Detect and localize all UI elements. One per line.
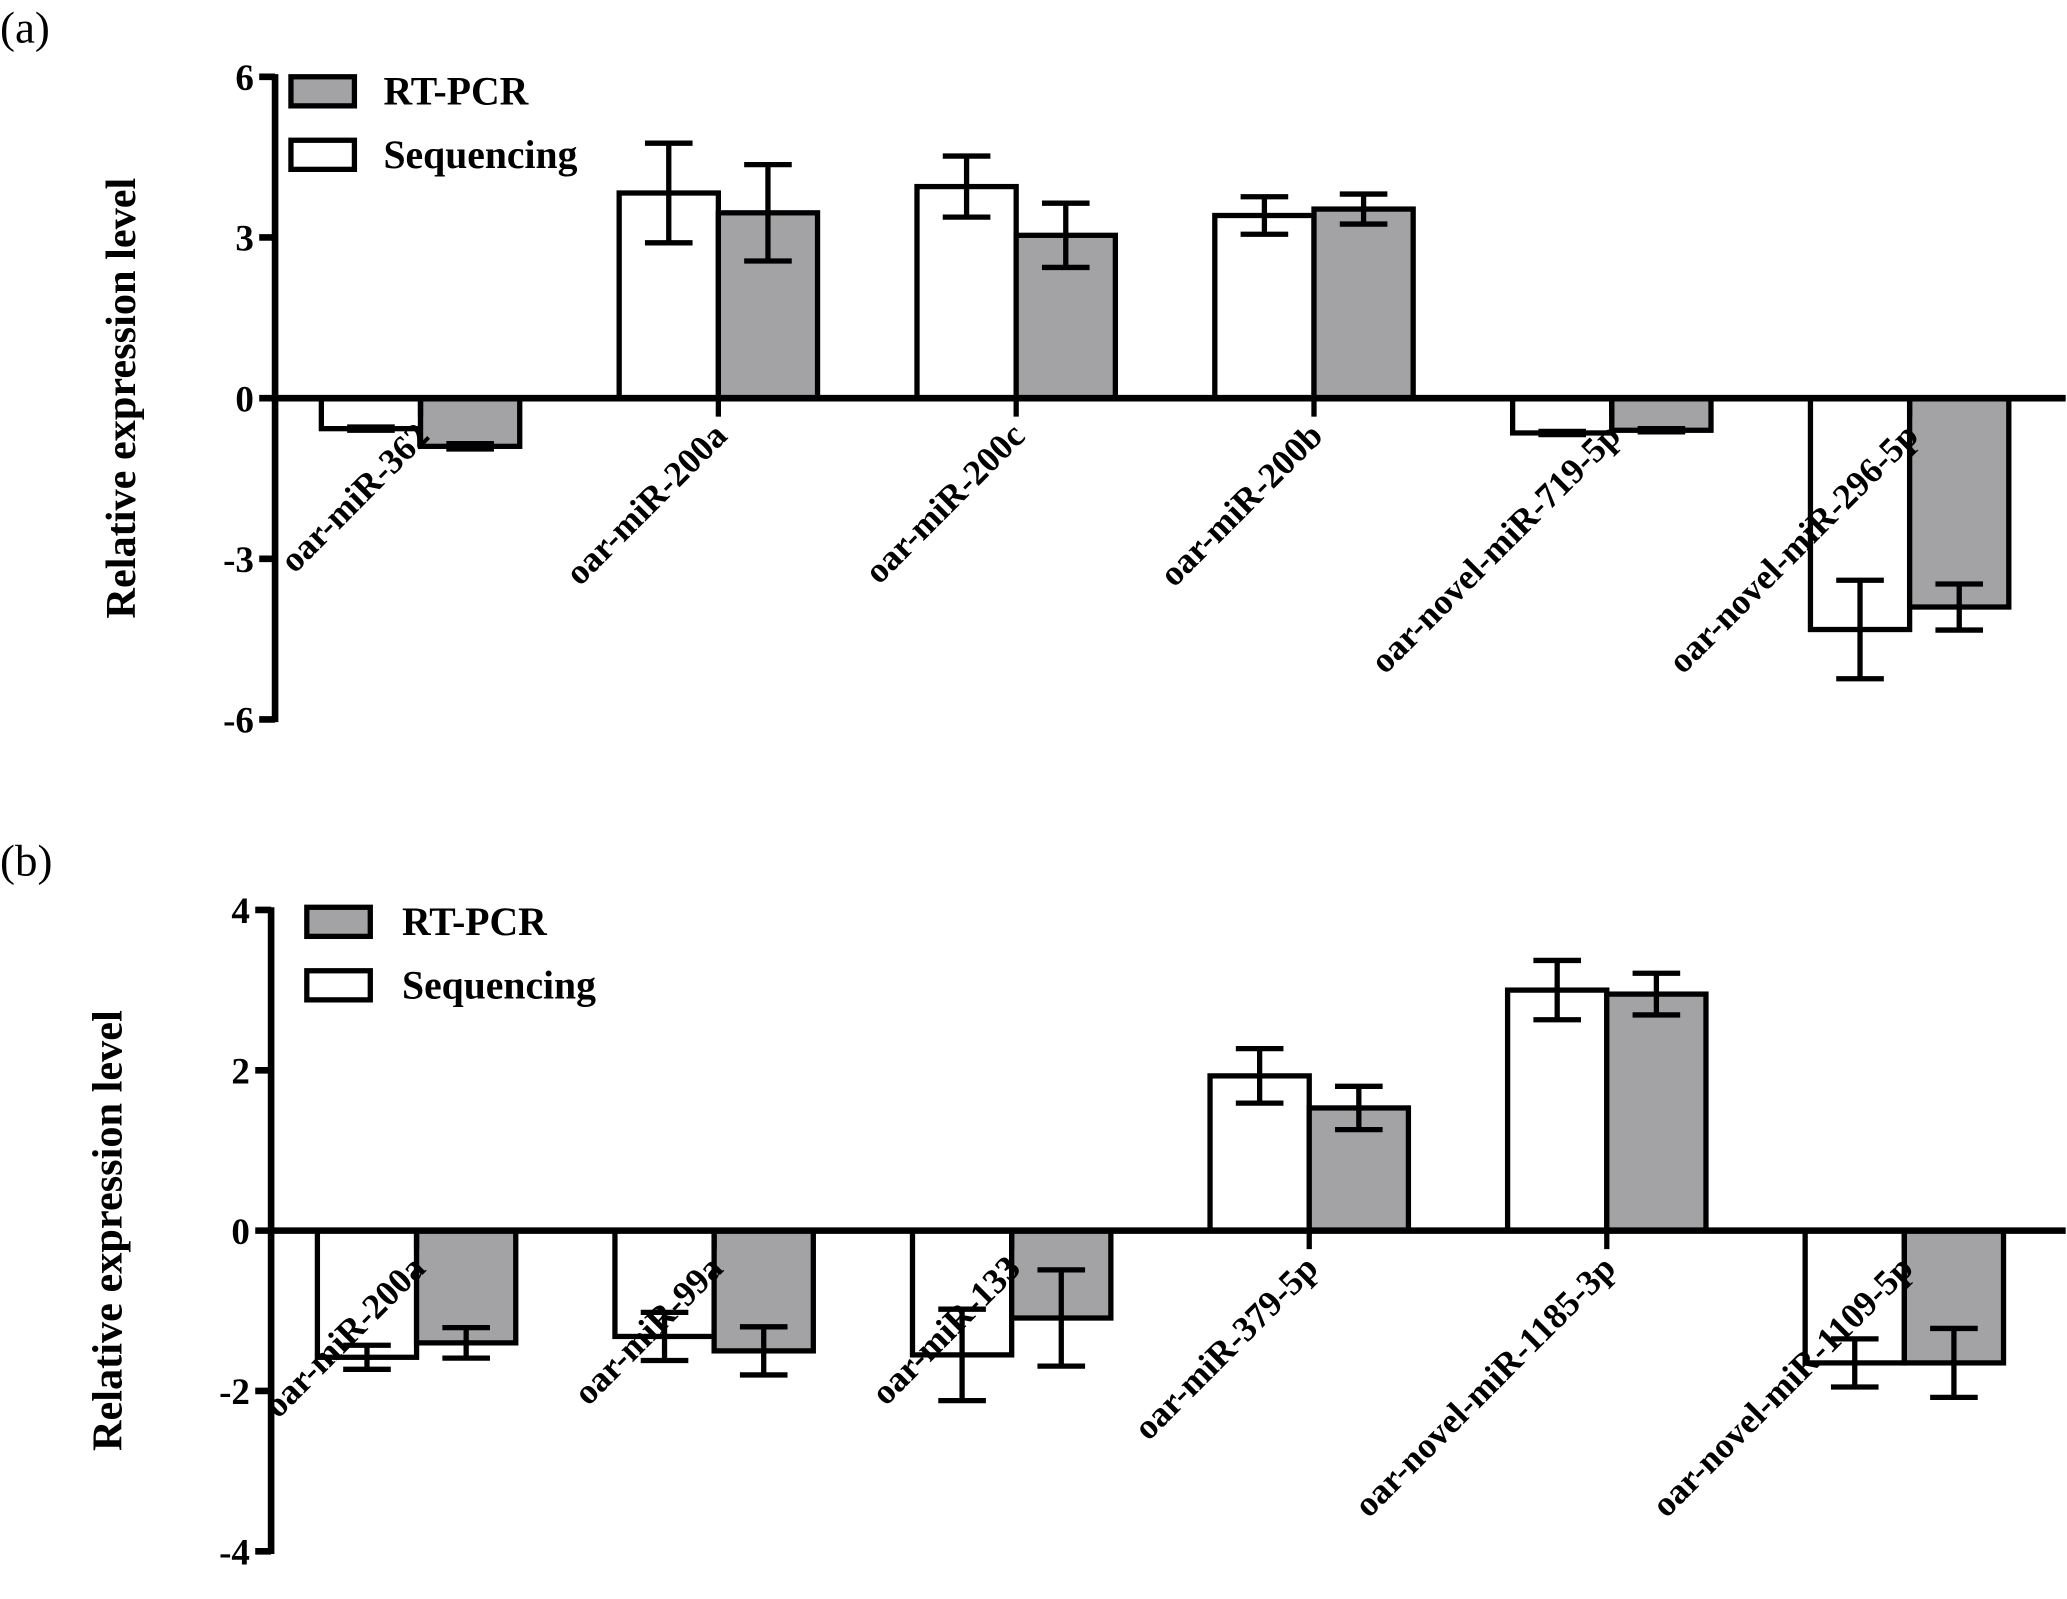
panel-a-x-tick-label: oar-miR-362 [272,415,437,580]
panel-b-legend-label: RT-PCR [402,900,547,944]
panel-a-bar-rt-pcr [1906,395,2012,610]
panel-b-legend-swatch-rt-pcr [304,904,373,940]
panel-a-x-tick-label: oar-miR-200a [557,415,734,592]
panel-a-y-axis-label: Relative expression level [98,177,145,618]
panel-b-bar-sequencing [1504,987,1610,1234]
panel-b-y-tick-label: -4 [219,1533,250,1574]
panel-a-panel-label: (a) [0,2,50,52]
panel-b-bar-rt-pcr [1604,991,1709,1234]
panel-b-y-tick-label: 4 [231,891,250,932]
panel-b-y-axis-label: Relative expression level [85,1010,132,1451]
panel-a-y-tick-label: 0 [235,379,254,420]
panel-b-x-tick-label: oar-novel-miR-1109-5p [1644,1248,1921,1525]
panel-a-bar-sequencing [1212,212,1317,401]
panel-b-y-tick-label: 2 [231,1051,250,1092]
panel-a-x-tick-label: oar-novel-miR-719-5p [1362,415,1628,681]
panel-b-bar-sequencing [314,1227,420,1360]
panel-a-bar-rt-pcr [1609,395,1714,433]
panel-b-legend-label: Sequencing [402,964,596,1008]
panel-b-y-tick-label: -2 [219,1372,250,1413]
panel-a-y-tick-label: -3 [223,540,254,581]
panel-a-y-tick-label: -6 [223,701,254,742]
panel-a-legend-label: Sequencing [384,133,578,177]
panel-a-y-tick-label: 3 [235,219,254,260]
panel-b-x-tick-label: oar-novel-miR-1185-3p [1346,1248,1623,1525]
panel-a-legend-label: RT-PCR [384,70,529,114]
panel-b-y-tick-label: 0 [231,1212,250,1253]
panel-a-legend-swatch-rt-pcr [288,74,358,109]
panel-a-x-tick-label: oar-miR-200b [1151,415,1330,594]
panel-a-bar-rt-pcr [417,395,523,449]
panel-a-y-tick-label: 6 [235,58,254,99]
panel-a-legend-swatch-sequencing [288,137,358,172]
panel-b-panel-label: (b) [0,836,52,886]
panel-b-x-tick-label: oar-miR-379-5p [1126,1248,1326,1448]
panel-a-x-tick-label: oar-miR-200c [857,415,1033,591]
panel-b-legend-swatch-sequencing [304,968,373,1003]
panel-a-bar-rt-pcr [1311,206,1416,401]
